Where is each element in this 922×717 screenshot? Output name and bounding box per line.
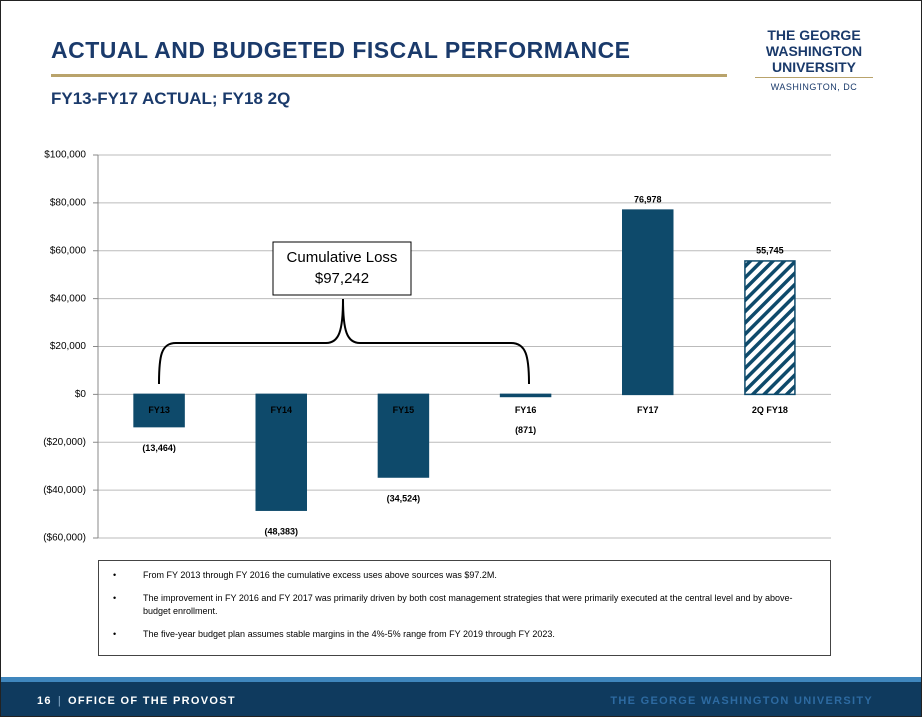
title-rule: [51, 74, 727, 77]
footer-brand: THE GEORGE WASHINGTON UNIVERSITY: [610, 695, 873, 707]
logo-line: UNIVERSITY: [771, 59, 856, 75]
x-tick-label: FY15: [393, 405, 415, 415]
bar: [377, 393, 430, 478]
logo-line: THE GEORGE: [767, 27, 861, 43]
chart: ($60,000) ($40,000) ($20,000) $0 $20,000 $40,…: [43, 150, 831, 544]
value-label: (13,464): [142, 443, 176, 453]
y-tick-label: $0: [75, 389, 87, 400]
x-tick-label: FY16: [515, 405, 537, 415]
value-label: 55,745: [756, 245, 784, 255]
y-tick-label: $80,000: [50, 198, 87, 209]
logo-rule: [755, 77, 873, 78]
value-label: (48,383): [264, 527, 298, 537]
logo: THE GEORGE WASHINGTON UNIVERSITY WASHING…: [749, 27, 879, 94]
logo-line: WASHINGTON: [765, 43, 863, 59]
slide-subtitle: FY13-FY17 ACTUAL; FY18 2Q: [51, 89, 291, 108]
footer-left: 16 | OFFICE OF THE PROVOST: [37, 695, 236, 707]
x-tick-label: FY13: [148, 405, 170, 415]
separator: |: [57, 695, 63, 707]
value-label: 76,978: [634, 194, 662, 204]
y-tick-label: $40,000: [50, 293, 87, 304]
value-label: (34,524): [387, 493, 421, 503]
footer: 16 | OFFICE OF THE PROVOST THE GEORGE WASH…: [1, 677, 921, 716]
bar: [622, 209, 674, 396]
notes-box: From FY 2013 through FY 2016 the cumulat…: [98, 560, 831, 656]
x-tick-label: 2Q FY18: [752, 405, 788, 415]
bar: [133, 393, 185, 428]
logo-location: WASHINGTON, DC: [770, 82, 858, 92]
page-number: 16: [37, 695, 52, 707]
y-tick-label: $60,000: [50, 245, 87, 256]
section: OFFICE OF THE PROVOST: [68, 695, 236, 707]
note: From FY 2013 through FY 2016 the cumulat…: [113, 569, 816, 582]
bar: [744, 260, 796, 396]
y-tick-label: $20,000: [50, 341, 87, 352]
bar: [499, 393, 552, 398]
y-tick-label: ($60,000): [43, 533, 86, 544]
note: The five-year budget plan assumes stable…: [113, 628, 816, 641]
slide-title: ACTUAL AND BUDGETED FISCAL PERFORMANCE: [51, 37, 631, 63]
bracket: [158, 298, 530, 385]
annotation-box: [272, 241, 412, 296]
note: The improvement in FY 2016 and FY 2017 w…: [113, 592, 816, 618]
annotation: $97,242: [315, 270, 369, 287]
y-tick-label: $100,000: [44, 150, 86, 161]
y-tick-label: ($40,000): [43, 485, 86, 496]
x-tick-label: FY14: [270, 405, 292, 415]
value-label: (871): [515, 425, 536, 435]
y-tick-label: ($20,000): [43, 437, 86, 448]
x-tick-label: FY17: [637, 405, 659, 415]
bar: [255, 393, 307, 511]
annotation: Cumulative Loss: [287, 249, 398, 266]
